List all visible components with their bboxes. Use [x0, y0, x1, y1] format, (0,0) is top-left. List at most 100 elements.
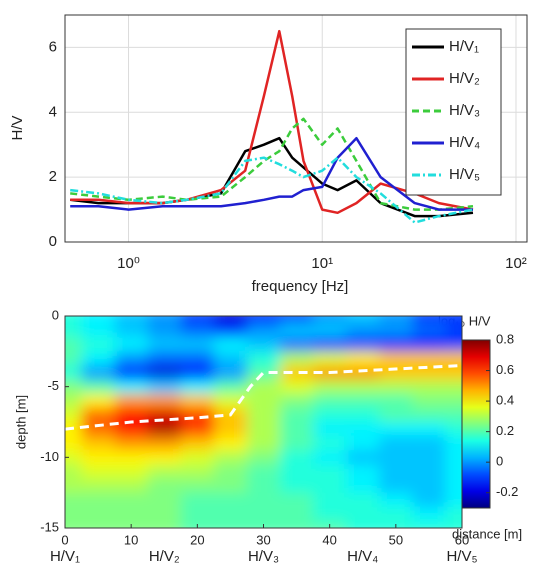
x-axis-label: distance [m]: [452, 526, 522, 541]
y-tick-label: 0: [49, 233, 57, 250]
cell: [412, 379, 446, 395]
cell: [213, 450, 248, 465]
cell: [180, 407, 215, 423]
x-tick-label: 10⁰: [117, 255, 140, 272]
cell: [147, 316, 182, 324]
cell: [346, 450, 380, 465]
y-tick-label: 4: [49, 103, 57, 120]
x-tick-label: 30: [256, 532, 270, 547]
cell: [65, 478, 83, 494]
cell: [180, 323, 215, 338]
x-tick-label: 0: [61, 532, 68, 547]
cell: [313, 351, 347, 366]
x-tick-label: 20: [190, 532, 204, 547]
cell: [81, 379, 116, 395]
cell: [147, 520, 182, 528]
cell: [346, 379, 380, 395]
cell: [65, 379, 83, 395]
legend-box: [405, 28, 502, 196]
cell: [445, 478, 462, 494]
cell: [379, 337, 413, 352]
cell: [114, 393, 149, 409]
cell: [180, 316, 215, 324]
axes-box: [64, 14, 528, 243]
cell: [246, 506, 281, 522]
cell: [280, 351, 314, 366]
cell: [280, 464, 314, 480]
cell: [313, 407, 347, 423]
boundary-line: [65, 364, 462, 431]
cell: [445, 422, 462, 437]
cell: [412, 506, 446, 522]
cell: [346, 393, 380, 409]
cell: [346, 337, 380, 352]
cell: [346, 478, 380, 494]
cell: [246, 478, 281, 494]
cell: [213, 337, 248, 352]
cell: [114, 436, 149, 451]
cell: [445, 436, 462, 451]
cell: [445, 506, 462, 522]
cell: [445, 365, 462, 381]
cell: [346, 365, 380, 381]
cell: [81, 316, 116, 324]
cell: [65, 351, 83, 366]
cell: [213, 316, 248, 324]
colorbar-tick-label: 0.8: [496, 331, 514, 346]
cell: [180, 422, 215, 437]
y-tick-label: -5: [47, 378, 59, 393]
cell: [313, 478, 347, 494]
cell: [280, 436, 314, 451]
cell: [114, 365, 149, 381]
cell: [313, 422, 347, 437]
cell: [346, 407, 380, 423]
cell: [445, 450, 462, 465]
cell: [147, 450, 182, 465]
cell: [280, 407, 314, 423]
heatmap: [65, 316, 462, 528]
category-label: H/V₅: [446, 548, 477, 565]
cell: [81, 436, 116, 451]
cell: [147, 492, 182, 508]
cell: [412, 393, 446, 409]
cell: [412, 323, 446, 338]
cell: [280, 478, 314, 494]
cell: [246, 393, 281, 409]
cell: [213, 351, 248, 366]
category-label: H/V₁: [50, 548, 80, 565]
y-tick-label: -15: [40, 519, 59, 534]
x-tick-label: 10: [124, 532, 138, 547]
cell: [379, 464, 413, 480]
category-label: H/V₂: [149, 548, 180, 565]
y-tick-label: 6: [49, 38, 57, 55]
cell: [313, 337, 347, 352]
cell: [246, 351, 281, 366]
cell: [213, 393, 248, 409]
cell: [114, 337, 149, 352]
cell: [180, 478, 215, 494]
cell: [147, 379, 182, 395]
cell: [147, 323, 182, 338]
cell: [65, 365, 83, 381]
cell: [412, 407, 446, 423]
series-line: [70, 117, 474, 211]
cell: [65, 337, 83, 352]
cell: [114, 316, 149, 324]
x-tick-label: 10²: [505, 255, 527, 272]
cell: [313, 506, 347, 522]
cell: [313, 393, 347, 409]
cell: [147, 464, 182, 480]
cell: [213, 478, 248, 494]
colorbar-tick-label: 0.2: [496, 423, 514, 438]
cell: [412, 464, 446, 480]
cell: [180, 393, 215, 409]
cell: [81, 323, 116, 338]
series-line: [70, 136, 473, 211]
cell: [147, 337, 182, 352]
cell: [445, 520, 462, 528]
cell: [147, 436, 182, 451]
cell: [65, 407, 83, 423]
cell: [412, 478, 446, 494]
x-tick-label: 60: [455, 532, 469, 547]
